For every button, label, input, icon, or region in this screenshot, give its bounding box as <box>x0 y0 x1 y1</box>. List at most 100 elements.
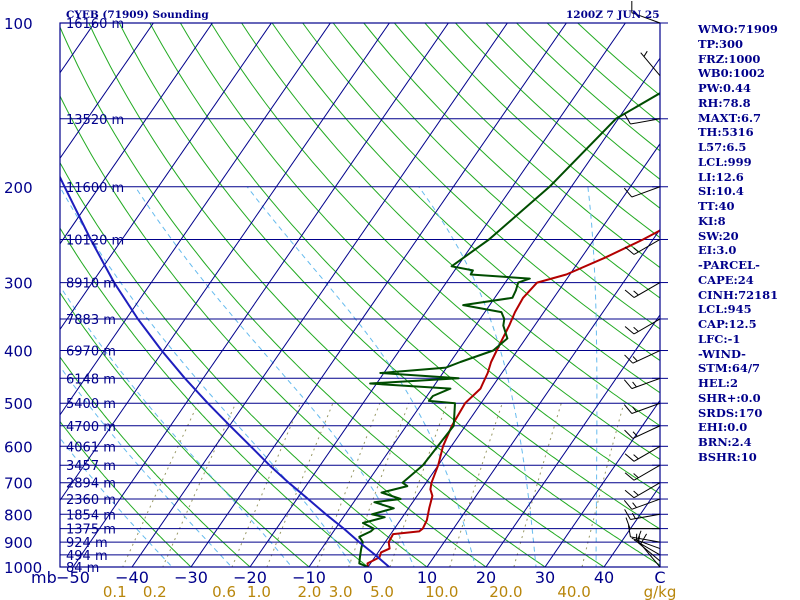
mixing-ratio-tick-label: 2.0 <box>297 583 321 600</box>
index-row: LCL:945 <box>698 302 752 317</box>
dry-adiabat <box>271 23 660 394</box>
height-tick-label: 13520 m <box>66 113 124 128</box>
barb-flag <box>624 326 635 335</box>
mixing-ratio-tick-label: 20.0 <box>489 583 522 600</box>
wind-barb <box>624 445 661 462</box>
index-row: WMO:71909 <box>698 22 778 36</box>
height-tick-label: 2894 m <box>66 477 116 492</box>
index-row: L57:6.5 <box>698 140 747 154</box>
barb-half-flag <box>632 502 637 508</box>
barb-flag <box>624 246 635 255</box>
index-row: SHR+:0.0 <box>698 390 761 405</box>
isotherm <box>60 23 154 160</box>
mixing-ratio-line <box>231 403 301 567</box>
height-tick-label: 84 m <box>66 561 99 576</box>
isotherm <box>367 142 660 567</box>
index-row: SW:20 <box>698 228 739 243</box>
barb-flag <box>624 509 631 520</box>
barb-flag <box>624 289 635 298</box>
barb-staff <box>631 12 661 24</box>
barb-staff <box>630 536 661 543</box>
barb-flag <box>627 525 631 537</box>
isotherm <box>190 23 567 567</box>
mixing-ratio-tick-label: 0.1 <box>103 583 127 600</box>
wind-barb <box>624 509 661 520</box>
barb-flag <box>624 354 634 364</box>
height-tick-label: 7883 m <box>66 313 116 328</box>
wind-barb <box>624 425 661 439</box>
mixing-ratio-line <box>162 402 237 567</box>
barb-staff <box>632 350 661 364</box>
isotherm <box>485 313 660 567</box>
isotherm <box>544 399 660 567</box>
barb-half-flag <box>633 473 639 479</box>
pressure-tick-label: 700 <box>4 475 33 493</box>
moist-adiabat <box>418 186 537 567</box>
height-tick-label: 6970 m <box>66 345 116 360</box>
height-tick-label: 8910 m <box>66 277 116 292</box>
temperature-unit-label: C <box>654 568 665 587</box>
dry-adiabat <box>210 23 660 460</box>
dry-adiabat <box>60 420 192 567</box>
isotherms <box>60 23 660 567</box>
height-tick-label: 924 m <box>66 536 108 551</box>
wind-barb <box>623 377 661 390</box>
height-tick-label: 494 m <box>66 549 108 564</box>
height-tick-label: 16160 m <box>66 17 124 32</box>
dry-adiabat <box>60 161 428 567</box>
wind-barb <box>631 1 661 24</box>
dry-adiabat <box>88 23 605 567</box>
barb-half-flag <box>632 356 638 362</box>
barb-half-flag <box>633 326 639 332</box>
index-row: HEL:2 <box>698 376 738 390</box>
barb-half-flag <box>633 290 639 296</box>
height-tick-label: 5400 m <box>66 397 116 412</box>
barb-half-flag <box>633 490 639 496</box>
height-tick-label: 1375 m <box>66 523 116 538</box>
index-row: BRN:2.4 <box>698 435 752 449</box>
mixing-ratio-tick-label: 40.0 <box>557 583 590 600</box>
height-tick-label: 1854 m <box>66 508 116 523</box>
moist-adiabat <box>60 186 354 567</box>
barb-flag <box>625 517 631 529</box>
wind-barb <box>624 350 661 364</box>
barb-half-flag <box>632 431 638 437</box>
wind-barb <box>633 536 661 556</box>
barb-flag <box>624 472 635 481</box>
moist-adiabat <box>60 365 233 567</box>
barb-flag <box>624 429 634 439</box>
index-row: BSHR:10 <box>698 449 757 464</box>
index-row: TH:5316 <box>698 125 754 140</box>
dry-adiabat <box>393 23 660 269</box>
index-row: STM:64/7 <box>698 361 761 376</box>
isotherm <box>131 23 508 567</box>
wind-barb <box>624 113 661 125</box>
height-tick-label: 10120 m <box>66 233 124 248</box>
mixing-ratio-line <box>348 403 410 567</box>
index-row: SRDS:170 <box>698 405 763 420</box>
index-row: CAPE:24 <box>698 272 754 287</box>
barb-flag <box>623 187 633 198</box>
wind-barb <box>623 498 661 510</box>
barb-half-flag <box>633 247 639 253</box>
barb-flag <box>623 500 633 510</box>
dry-adiabats <box>60 23 660 567</box>
index-row: CAP:12.5 <box>698 317 757 331</box>
index-row: WB0:1002 <box>698 66 765 81</box>
mixing-ratio-lines <box>122 402 625 567</box>
mixing-ratio-line <box>316 403 381 567</box>
wind-barb <box>624 239 661 255</box>
mixing-ratio-tick-label: 0.6 <box>212 583 236 600</box>
barb-flag <box>636 530 642 542</box>
temperature-tick-label: −50 <box>56 568 90 587</box>
barb-flag <box>623 379 633 389</box>
frame-border <box>59 22 661 568</box>
isotherm <box>60 23 331 416</box>
dry-adiabat <box>241 23 660 427</box>
index-row: -WIND- <box>698 346 746 361</box>
wind-barbs <box>623 1 661 568</box>
index-row: FRZ:1000 <box>698 51 761 66</box>
index-row: PW:0.44 <box>698 81 752 95</box>
barb-flag <box>624 113 631 125</box>
